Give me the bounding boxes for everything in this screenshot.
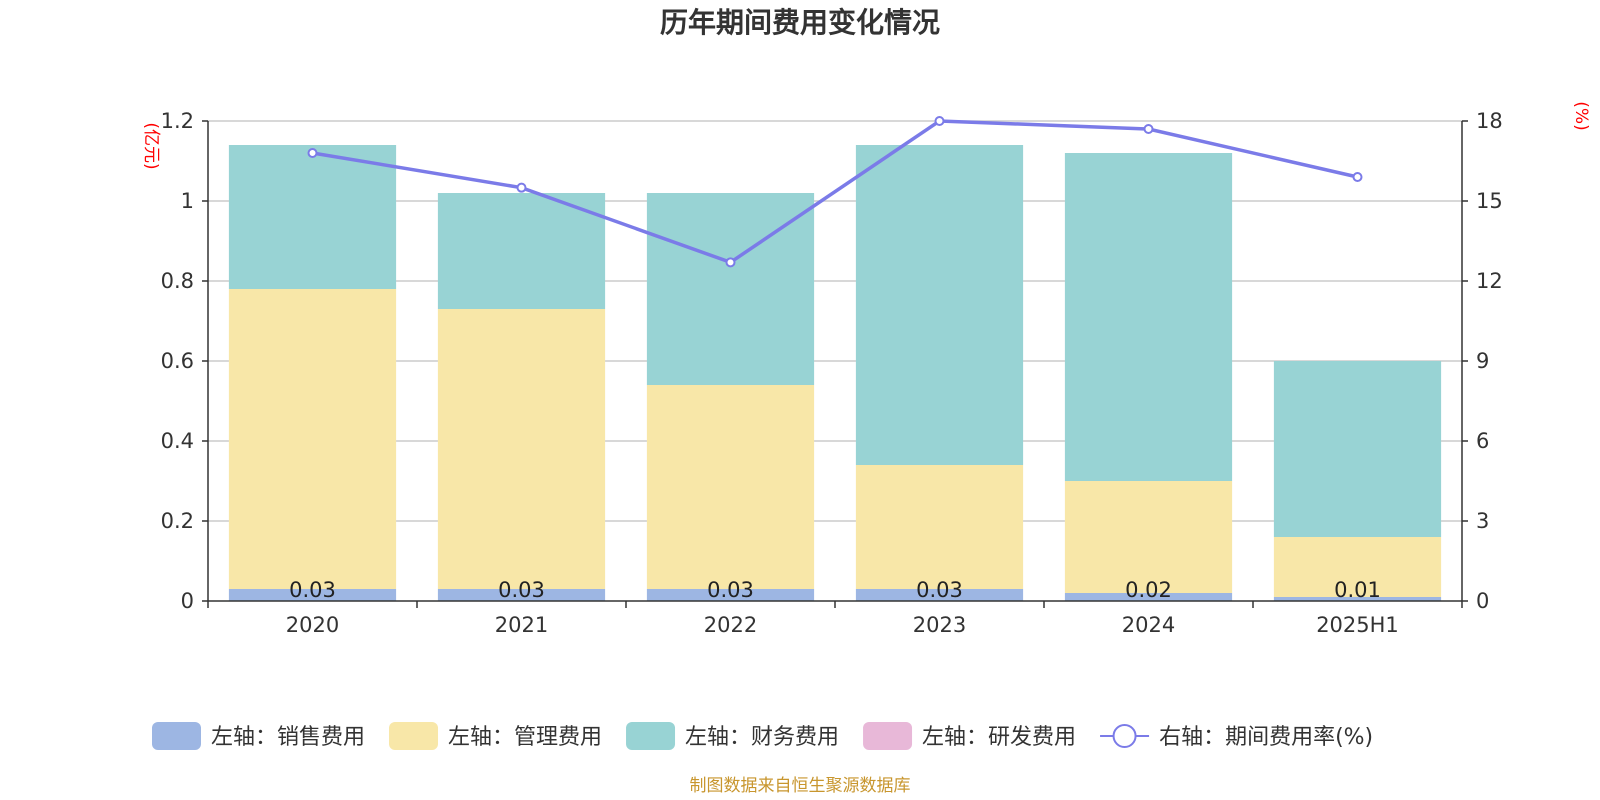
legend-swatch[interactable] xyxy=(863,722,913,750)
bar-segment xyxy=(1273,597,1442,601)
x-axis-tick-label: 2020 xyxy=(286,613,339,637)
left-axis-tick-label: 0.6 xyxy=(161,349,194,373)
legend-label[interactable]: 左轴：管理费用 xyxy=(448,725,602,750)
legend-label[interactable]: 左轴：销售费用 xyxy=(211,725,365,750)
bar-segment xyxy=(437,589,606,601)
x-axis-tick-label: 2024 xyxy=(1122,613,1175,637)
bar-segment xyxy=(646,385,815,589)
bar-segment xyxy=(437,193,606,309)
line-point xyxy=(1352,172,1363,182)
right-axis-tick-label: 15 xyxy=(1476,189,1503,213)
bar-segment xyxy=(1273,537,1442,597)
left-axis-tick-label: 0.8 xyxy=(161,269,194,293)
source-note: 制图数据来自恒生聚源数据库 xyxy=(690,776,911,796)
bar-segment xyxy=(228,589,397,601)
chart-title: 历年期间费用变化情况 xyxy=(660,6,940,39)
line-point xyxy=(516,182,527,193)
line-point xyxy=(307,148,318,158)
legend-swatch[interactable] xyxy=(626,722,676,750)
right-axis-tick-label: 12 xyxy=(1476,269,1503,293)
left-axis-tick-label: 0.2 xyxy=(161,509,194,533)
right-axis-tick-label: 9 xyxy=(1476,349,1489,373)
right-axis-tick-label: 18 xyxy=(1476,109,1503,133)
legend-swatch[interactable] xyxy=(152,722,201,750)
x-axis-tick-label: 2023 xyxy=(913,613,966,637)
left-axis-tick-label: 0.4 xyxy=(161,429,194,453)
bar-segment xyxy=(228,145,397,289)
legend-line-marker[interactable] xyxy=(1112,724,1137,748)
legend[interactable]: 左轴：销售费用 左轴：管理费用 左轴：财务费用 左轴：研发费用 右轴：期间费用率(%) xyxy=(152,722,1373,750)
bar-data-label: 0.03 xyxy=(916,578,963,602)
bar-segment xyxy=(437,309,606,589)
line-point xyxy=(1143,124,1154,134)
rate-line-series xyxy=(307,116,1363,268)
bar-data-label: 0.03 xyxy=(498,578,545,602)
right-axis-tick-label: 6 xyxy=(1476,429,1489,453)
left-axis-unit: (亿元) xyxy=(141,122,161,169)
bar-labels: 0.03 0.03 0.03 0.03 0.02 0.01 xyxy=(289,578,1381,602)
legend-label[interactable]: 右轴：期间费用率(%) xyxy=(1159,725,1373,750)
x-axis-tick-label: 2025H1 xyxy=(1316,613,1399,637)
bar-segment xyxy=(1064,593,1233,601)
line-point xyxy=(934,116,945,126)
bar-segment xyxy=(855,589,1024,601)
bar-segment xyxy=(228,289,397,589)
rate-line xyxy=(312,119,1358,265)
bar-data-label: 0.03 xyxy=(707,578,754,602)
bar-data-label: 0.03 xyxy=(289,578,336,602)
bar-segment xyxy=(646,589,815,601)
left-axis-tick-label: 1 xyxy=(181,189,194,213)
left-axis-tick-label: 1.2 xyxy=(161,109,194,133)
bar-segment xyxy=(855,145,1024,465)
axes: 0 0 0.2 3 0.4 6 0.6 9 0.8 12 1 15 1.2 18 2020 2021 2022 2… xyxy=(161,109,1503,637)
right-axis-unit: (%) xyxy=(1571,101,1591,130)
legend-label[interactable]: 左轴：研发费用 xyxy=(922,725,1076,750)
grid-lines xyxy=(208,120,1462,522)
line-point xyxy=(725,257,736,268)
x-axis-tick-label: 2022 xyxy=(704,613,757,637)
legend-label[interactable]: 左轴：财务费用 xyxy=(685,725,839,750)
bar-segment xyxy=(855,465,1024,589)
bar-segment xyxy=(1064,153,1233,481)
right-axis-tick-label: 0 xyxy=(1476,589,1489,613)
bar-segment xyxy=(1064,481,1233,593)
right-axis-tick-label: 3 xyxy=(1476,509,1489,533)
x-axis-tick-label: 2021 xyxy=(495,613,548,637)
bar-segment xyxy=(1273,361,1442,537)
bar-data-label: 0.01 xyxy=(1334,578,1381,602)
legend-swatch[interactable] xyxy=(389,722,439,750)
bars xyxy=(228,145,1442,601)
bar-data-label: 0.02 xyxy=(1125,578,1172,602)
left-axis-tick-label: 0 xyxy=(181,589,194,613)
